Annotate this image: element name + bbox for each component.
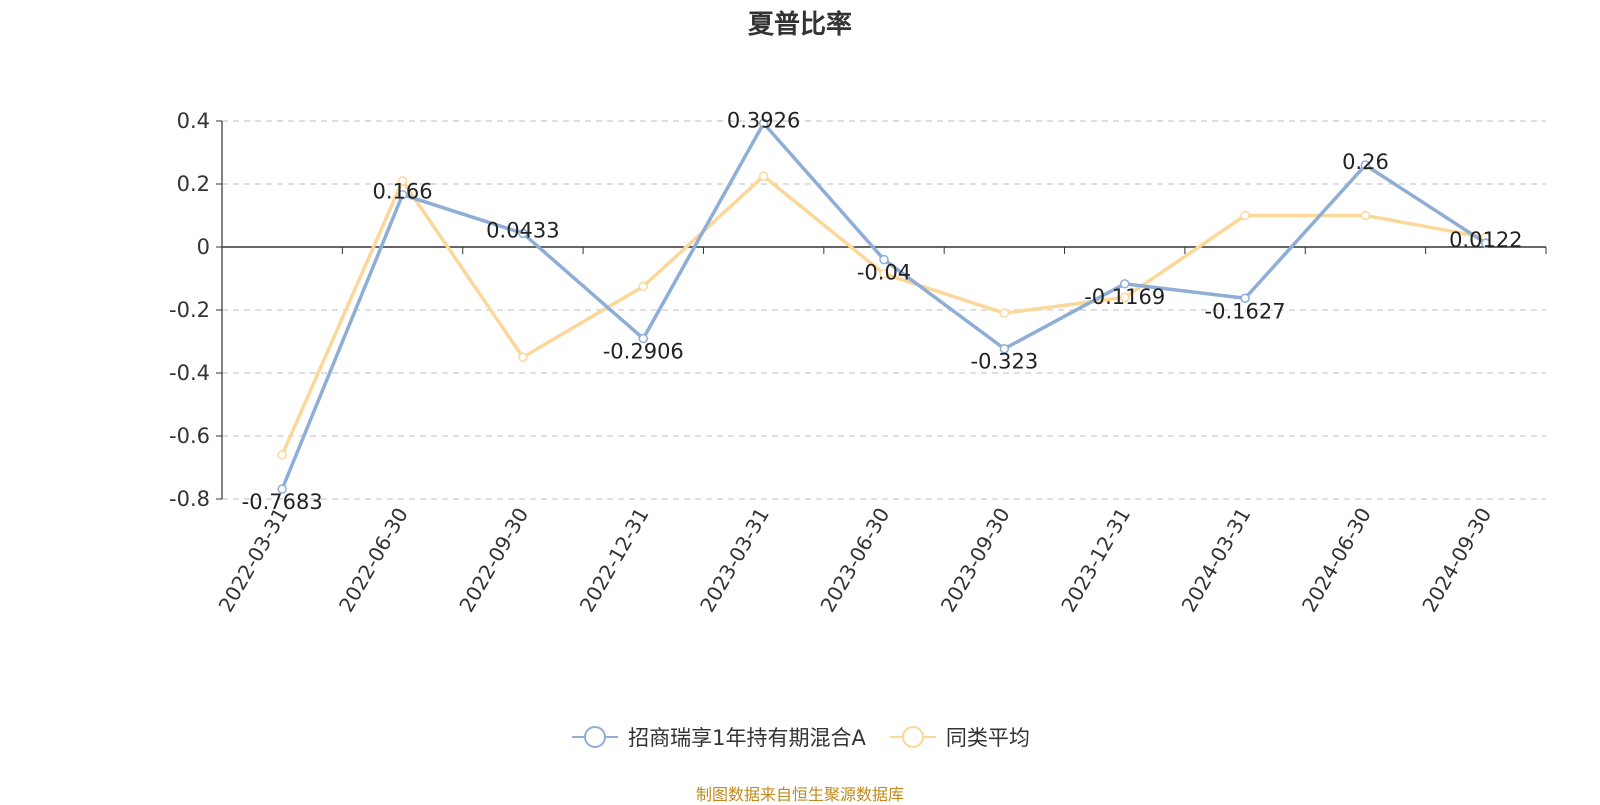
series-1-point (999, 343, 1010, 354)
series-2-point (1240, 210, 1250, 221)
series-line-2 (280, 174, 1487, 456)
data-label: -0.2906 (603, 340, 684, 364)
x-tick-label: 2023-12-31 (1056, 504, 1135, 617)
legend-item-series-1[interactable]: 招商瑞享1年持有期混合A (570, 722, 866, 752)
series-2-point (638, 281, 649, 292)
data-label: 0.26 (1342, 150, 1389, 174)
series-2-point (758, 171, 769, 181)
data-label: -0.323 (971, 350, 1039, 374)
series-1-point (1240, 293, 1250, 304)
legend-item-series-2[interactable]: 同类平均 (888, 722, 1030, 752)
y-tick-label: -0.6 (169, 424, 210, 448)
x-tick-label: 2022-06-30 (334, 503, 413, 616)
series-2-point (277, 450, 287, 460)
y-tick-label: -0.4 (169, 361, 210, 385)
x-tick-label: 2023-03-31 (695, 504, 774, 617)
series-1-point (638, 333, 649, 344)
series-lines (277, 118, 1491, 494)
x-tick-label: 2024-09-30 (1417, 504, 1496, 617)
series-2-point (879, 269, 889, 279)
legend-marker-2 (889, 726, 936, 748)
x-tick-label: 2022-09-30 (454, 504, 533, 617)
x-tick-label: 2024-03-31 (1177, 504, 1256, 617)
legend-label-1: 招商瑞享1年持有期混合A (628, 726, 866, 750)
series-1-point (518, 228, 528, 239)
series-2-point (1119, 292, 1130, 303)
x-tick-label: 2023-06-30 (815, 504, 894, 617)
series-1-point (1481, 238, 1491, 248)
data-labels: -0.7683 0.166 0.0433 -0.2906 0.3926 -0.04 -0.3… (242, 108, 1523, 514)
y-tick-label: 0.4 (177, 109, 210, 133)
chart-title: 夏普比率 (747, 10, 852, 40)
y-tick-label: 0 (197, 235, 210, 259)
series-1-point (1119, 279, 1130, 289)
data-label: 0.0433 (486, 218, 559, 242)
data-label: -0.1169 (1084, 285, 1165, 309)
data-label: 0.166 (372, 180, 432, 204)
series-2-point (1360, 210, 1371, 221)
series-1-point (879, 254, 889, 265)
x-tick-label: 2022-03-31 (214, 504, 293, 617)
legend: 招商瑞享1年持有期混合A 同类平均 (0, 722, 1600, 752)
series-1-point (277, 484, 287, 494)
x-tick-label: 2022-12-31 (575, 504, 654, 617)
legend-label-2: 同类平均 (945, 726, 1030, 750)
data-label: -0.7683 (242, 490, 323, 514)
series-2-point (397, 176, 408, 186)
data-label: 0.0122 (1449, 228, 1522, 252)
legend-marker-1 (572, 726, 619, 748)
series-1-point (397, 189, 408, 200)
x-tick-label: 2023-09-30 (936, 504, 1015, 617)
series-2-point (518, 352, 528, 362)
x-tick-label: 2024-06-30 (1297, 504, 1376, 617)
y-tick-label: -0.8 (169, 487, 210, 511)
series-1-point (758, 118, 769, 129)
series-line-1 (280, 121, 1487, 490)
y-tick-label: -0.2 (169, 298, 210, 322)
y-tick-label: 0.2 (177, 172, 210, 196)
data-label: 0.3926 (727, 108, 800, 132)
gridlines (222, 120, 1546, 500)
source-note: 制图数据来自恒生聚源数据库 (695, 785, 904, 804)
data-label: -0.04 (857, 261, 911, 285)
data-label: -0.1627 (1205, 299, 1286, 323)
series-2-point (999, 308, 1010, 318)
series-1-point (1360, 160, 1371, 170)
